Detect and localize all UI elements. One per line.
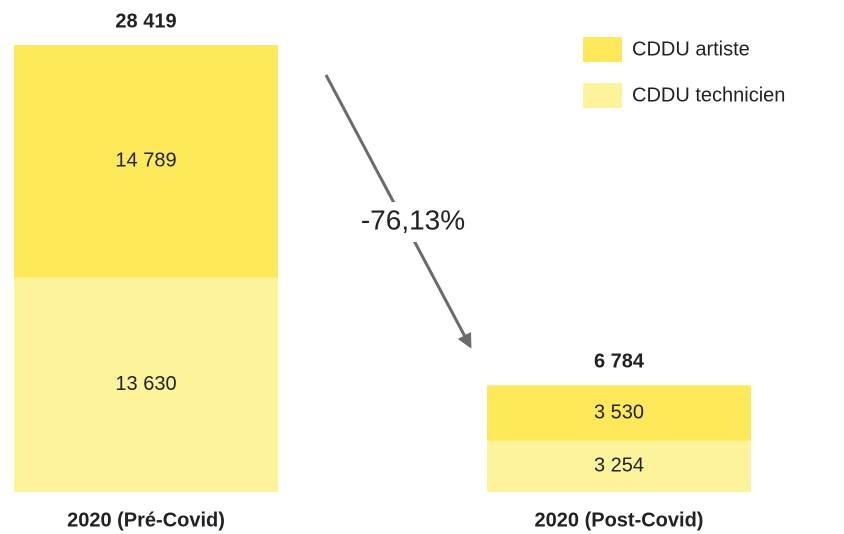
total-label: 6 784	[594, 351, 645, 373]
bar-segment	[487, 440, 751, 492]
bar-segment	[487, 385, 751, 441]
category-label: 2020 (Post-Covid)	[535, 509, 704, 531]
legend-label: CDDU technicien	[632, 84, 785, 106]
annotation: -76,13%	[361, 204, 465, 235]
bar-segment	[14, 277, 278, 492]
bar-segment	[14, 45, 278, 278]
legend-swatch	[583, 83, 622, 108]
value-label: 3 254	[594, 455, 644, 477]
total-label: 28 419	[115, 10, 176, 32]
category-label: 2020 (Pré-Covid)	[67, 509, 225, 531]
legend-label: CDDU artiste	[632, 38, 750, 60]
value-label: 13 630	[115, 373, 176, 395]
value-label: 14 789	[115, 150, 176, 172]
annotation-bg	[350, 202, 476, 242]
value-label: 3 530	[594, 401, 644, 423]
legend-swatch	[583, 37, 622, 62]
